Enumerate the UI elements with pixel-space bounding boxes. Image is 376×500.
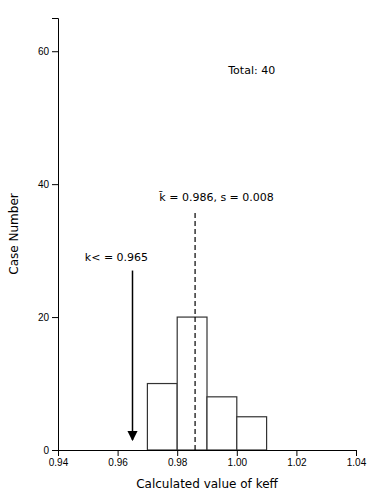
x-tick: 0.96	[108, 450, 128, 468]
y-tick-mark	[52, 317, 58, 318]
x-tick-label: 0.96	[108, 457, 128, 468]
histogram-bar	[177, 317, 207, 450]
x-tick: 1.00	[228, 450, 248, 468]
annotation-text: k̄ = 0.986, s = 0.008	[159, 191, 274, 204]
annotation-text: k< = 0.965	[85, 251, 148, 264]
y-tick: 0	[43, 445, 58, 456]
y-tick-label: 20	[38, 312, 50, 323]
y-tick: 60	[38, 46, 58, 57]
x-tick-mark	[296, 450, 297, 456]
y-tick: 40	[38, 179, 58, 190]
y-tick-mark	[52, 51, 58, 52]
x-tick: 0.94	[49, 450, 69, 468]
plot: 0.94 0.96 0.98 1.00 1.02 1.04 0 20 40 60 Calculate…	[7, 19, 367, 492]
y-tick-mark	[52, 450, 58, 451]
x-tick-label: 1.02	[287, 457, 307, 468]
annotation-text: Total: 40	[227, 64, 275, 77]
y-axis-line	[52, 19, 59, 451]
y-axis-title: Case Number	[7, 193, 21, 274]
y-tick-mark	[52, 184, 58, 185]
x-tick: 1.04	[347, 450, 367, 468]
y-tick-label: 0	[43, 445, 49, 456]
x-tick-mark	[237, 450, 238, 456]
x-axis: 0.94 0.96 0.98 1.00 1.02 1.04	[49, 450, 367, 468]
x-axis-line	[59, 451, 357, 457]
x-tick: 0.98	[168, 450, 188, 468]
histogram-bar	[237, 417, 267, 450]
x-tick-mark	[356, 450, 357, 456]
x-tick-label: 0.94	[49, 457, 69, 468]
y-tick-label: 40	[38, 179, 50, 190]
x-tick: 1.02	[287, 450, 307, 468]
chart: 0.94 0.96 0.98 1.00 1.02 1.04 0 20 40 60 Calculate…	[0, 0, 376, 500]
annotation-arrow	[132, 271, 134, 440]
y-tick: 20	[38, 312, 58, 323]
x-tick-mark	[177, 450, 178, 456]
x-tick-label: 0.98	[168, 457, 188, 468]
histogram-bar	[147, 384, 177, 450]
marks	[133, 211, 267, 450]
y-axis: 0 20 40 60	[38, 19, 59, 456]
x-tick-label: 1.00	[228, 457, 248, 468]
x-axis-title: Calculated value of keff	[136, 477, 278, 491]
x-tick-mark	[118, 450, 119, 456]
y-tick-label: 60	[38, 46, 50, 57]
histogram-bar	[207, 397, 237, 450]
x-tick-label: 1.04	[347, 457, 367, 468]
annotations: k< = 0.965 k̄ = 0.986, s = 0.008 Total: 40	[85, 64, 275, 264]
annotation-line	[194, 211, 195, 450]
